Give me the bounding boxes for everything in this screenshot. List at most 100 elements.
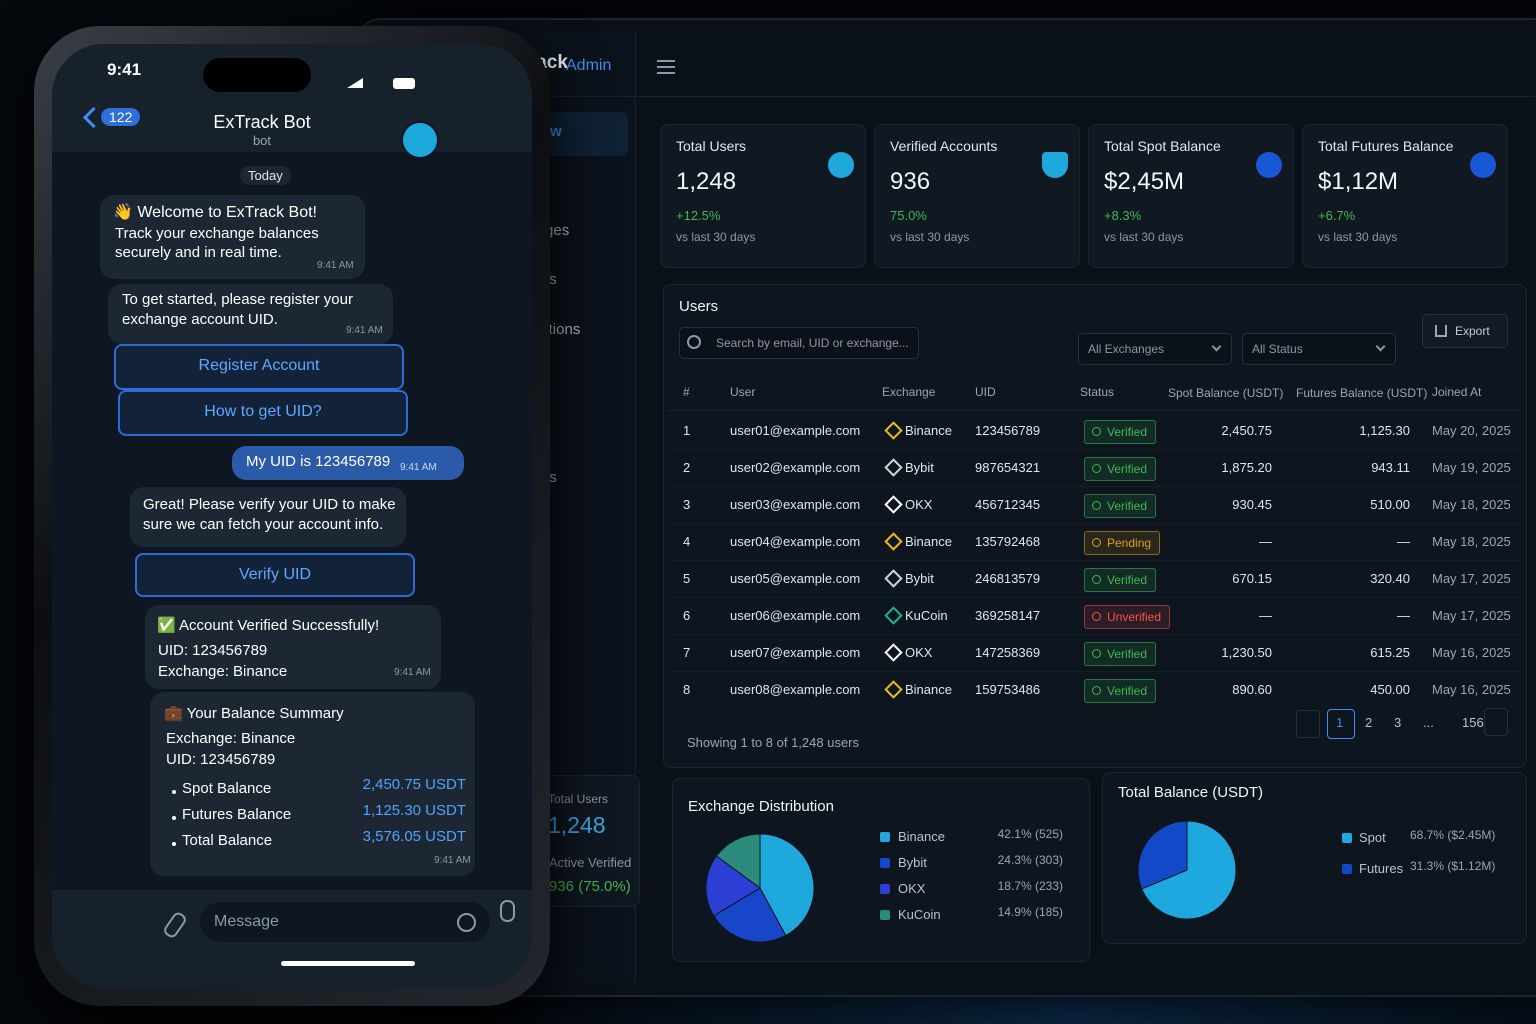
column-header: Spot Balance (USDT) — [1168, 386, 1284, 400]
table-cell: 1,125.30 — [1359, 423, 1410, 438]
status-text: Unverified — [1107, 610, 1162, 624]
filter-select[interactable]: All Status — [1242, 333, 1396, 365]
inline-button[interactable]: How to get UID? — [118, 390, 408, 436]
status-dot — [1092, 427, 1101, 436]
legend-swatch — [880, 858, 890, 868]
table-cell: 1,230.50 — [1221, 645, 1272, 660]
message-bubble — [130, 487, 406, 547]
status-dot — [1092, 464, 1101, 473]
page-number[interactable]: 3 — [1394, 715, 1402, 730]
table-cell: — — [1259, 534, 1272, 549]
page-number: ... — [1423, 715, 1434, 730]
filter-label: All Exchanges — [1088, 342, 1165, 356]
stat-title: Total Futures Balance — [1318, 138, 1454, 154]
page-number[interactable]: 156 — [1462, 715, 1484, 730]
stat-period: vs last 30 days — [890, 230, 970, 244]
table-cell: — — [1397, 608, 1410, 623]
status-badge: Verified — [1084, 494, 1157, 518]
stat-change: +12.5% — [676, 208, 721, 223]
table-cell: 4 — [683, 534, 691, 549]
back-badge[interactable]: 122 — [101, 108, 141, 126]
header-divider — [668, 410, 1520, 411]
sticker-button[interactable] — [457, 913, 476, 932]
table-cell: 670.15 — [1232, 571, 1272, 586]
table-cell: 890.60 — [1232, 682, 1272, 697]
pie-slice — [713, 887, 787, 943]
legend-value: 18.7% (233) — [997, 879, 1063, 893]
page-active — [1327, 709, 1355, 739]
legend-swatch — [880, 832, 890, 842]
page-next[interactable] — [1484, 708, 1508, 736]
status-text: Verified — [1107, 425, 1148, 439]
bullet-dot — [172, 790, 176, 794]
table-cell: 6 — [683, 608, 691, 623]
table-cell: May 18, 2025 — [1432, 534, 1511, 549]
bot-avatar[interactable] — [401, 121, 439, 159]
legend-swatch — [880, 910, 890, 920]
legend-value: 31.3% ($1.12M) — [1410, 859, 1496, 873]
stat-value: 1,248 — [676, 168, 737, 195]
inline-button[interactable]: Verify UID — [135, 553, 415, 597]
signal-icon — [347, 78, 363, 88]
chart-title: Exchange Distribution — [688, 798, 834, 815]
table-cell: 135792468 — [975, 534, 1041, 549]
message-input[interactable]: Message — [200, 902, 490, 942]
stat-period: vs last 30 days — [1104, 230, 1184, 244]
table-cell: Bybit — [905, 460, 934, 475]
balance-value: 2,450.75 USDT — [362, 776, 466, 793]
status-badge: Verified — [1084, 420, 1157, 444]
row-divider — [668, 523, 1520, 524]
stat-card — [1302, 124, 1508, 268]
message-text: ✅ Account Verified Successfully! — [157, 617, 380, 634]
pie-slice — [1137, 820, 1188, 890]
summary-sub-value: 936 (75.0%) — [549, 878, 631, 895]
page-number[interactable]: 2 — [1365, 715, 1373, 730]
message-text: Great! Please verify your UID to make su… — [143, 496, 396, 533]
table-cell: 147258369 — [975, 645, 1041, 660]
table-cell: 8 — [683, 682, 691, 697]
export-button[interactable]: Export — [1422, 314, 1508, 348]
status-badge: Verified — [1084, 642, 1157, 666]
table-cell: 2 — [683, 460, 691, 475]
legend-swatch — [1342, 833, 1352, 843]
battery-icon — [393, 78, 415, 89]
summary-card — [532, 775, 640, 907]
table-cell: 987654321 — [975, 460, 1041, 475]
page-prev[interactable] — [1296, 710, 1320, 738]
table-cell: 943.11 — [1371, 460, 1410, 475]
status-dot — [1092, 538, 1101, 547]
stat-icon — [1470, 152, 1496, 178]
inline-button[interactable]: Register Account — [114, 344, 404, 390]
stat-icon — [1042, 152, 1068, 178]
column-header: UID — [975, 385, 996, 399]
table-cell: user08@example.com — [730, 682, 861, 697]
pie-slice — [715, 833, 761, 889]
status-dot — [1092, 612, 1101, 621]
stat-title: Verified Accounts — [890, 138, 998, 154]
dynamic-island — [203, 58, 311, 92]
page-number[interactable]: 1 — [1336, 715, 1344, 730]
column-header: Joined At — [1432, 385, 1482, 399]
table-cell: 369258147 — [975, 608, 1041, 623]
legend-value: 68.7% ($2.45M) — [1410, 828, 1496, 842]
table-cell: OKX — [905, 497, 933, 512]
message-text: Track your exchange balances securely an… — [115, 225, 319, 261]
mic-button[interactable] — [500, 900, 515, 922]
balance-label: Futures Balance — [182, 806, 292, 823]
table-cell: 615.25 — [1370, 645, 1410, 660]
menu-button[interactable] — [657, 60, 675, 74]
filter-select[interactable]: All Exchanges — [1078, 333, 1232, 365]
stat-title: Total Users — [676, 138, 747, 154]
table-cell: 2,450.75 — [1221, 423, 1272, 438]
status-dot — [1092, 649, 1101, 658]
table-cell: 3 — [683, 497, 691, 512]
search-box[interactable]: Search by email, UID or exchange... — [679, 327, 919, 359]
table-cell: 320.40 — [1370, 571, 1410, 586]
row-divider — [668, 486, 1520, 487]
pie-slice — [705, 855, 761, 917]
stat-value: $1,12M — [1318, 168, 1399, 195]
table-cell: 5 — [683, 571, 691, 586]
status-text: Pending — [1107, 536, 1152, 550]
chart-title: Total Balance (USDT) — [1118, 784, 1264, 801]
message-time: 9:41 AM — [317, 260, 354, 271]
